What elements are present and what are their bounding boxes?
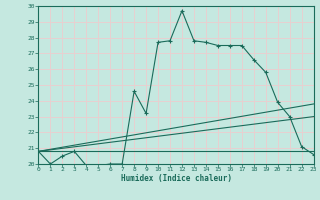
X-axis label: Humidex (Indice chaleur): Humidex (Indice chaleur) [121,174,231,183]
